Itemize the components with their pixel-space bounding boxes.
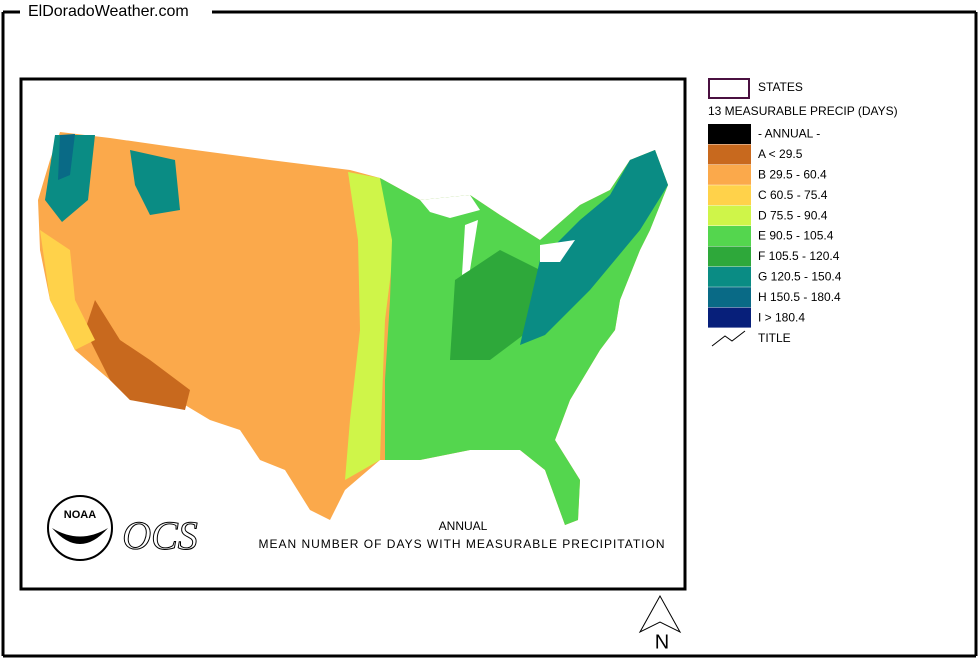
legend-label: I > 180.4	[758, 310, 805, 324]
legend-label: C 60.5 - 75.4	[758, 188, 828, 202]
legend-swatch	[708, 144, 751, 165]
legend-label: - ANNUAL -	[758, 127, 820, 141]
map	[38, 132, 668, 525]
legend-swatch	[708, 246, 751, 267]
states-swatch	[708, 78, 750, 99]
legend-swatch	[708, 226, 751, 246]
legend-label: D 75.5 - 90.4	[758, 208, 828, 222]
legend-swatch	[708, 287, 751, 308]
title-icon	[711, 330, 746, 347]
legend-label: G 120.5 - 150.4	[758, 269, 842, 283]
legend-label: E 90.5 - 105.4	[758, 229, 834, 243]
legend-swatch	[708, 124, 751, 144]
legend-states: STATES	[758, 80, 803, 94]
compass-n: N	[655, 631, 669, 653]
legend-heading: 13 MEASURABLE PRECIP (DAYS)	[708, 104, 898, 118]
legend-label: F 105.5 - 120.4	[758, 249, 840, 263]
legend-swatch	[708, 266, 751, 287]
legend-items: - ANNUAL - A < 29.5 B 29.5 - 60.4 C 60.5 - …	[708, 124, 842, 328]
legend-label: B 29.5 - 60.4	[758, 167, 827, 181]
legend-swatch	[708, 164, 751, 185]
caption-2: MEAN NUMBER OF DAYS WITH MEASURABLE PREC…	[258, 537, 665, 551]
legend-label: A < 29.5	[758, 147, 803, 161]
legend-swatch	[708, 185, 751, 206]
ocs-logo: OCS	[122, 513, 198, 558]
legend-label: H 150.5 - 180.4	[758, 290, 841, 304]
noaa-text: NOAA	[64, 509, 96, 521]
legend-swatch	[708, 205, 751, 226]
legend-title: TITLE	[758, 331, 791, 345]
legend-swatch	[708, 307, 751, 328]
frame	[1, 10, 978, 658]
noaa-bird	[52, 528, 108, 544]
compass	[638, 594, 682, 634]
caption-1: ANNUAL	[439, 519, 488, 533]
noaa-logo	[47, 495, 113, 561]
site-title: ElDoradoWeather.com	[28, 3, 189, 20]
